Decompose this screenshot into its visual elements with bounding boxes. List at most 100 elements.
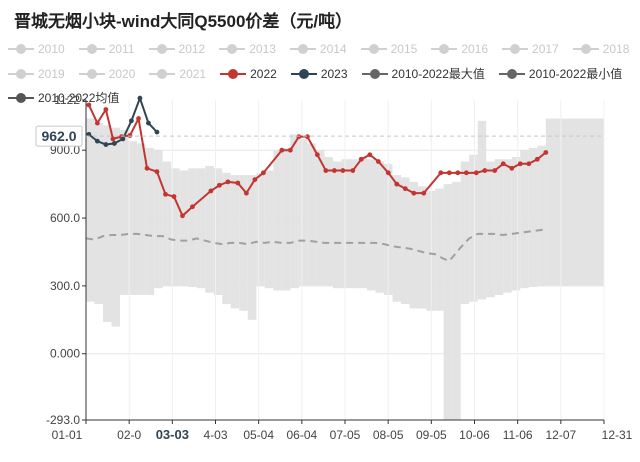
range-band-bar [528,147,538,288]
data-point-2022 [509,165,515,171]
data-point-2022 [86,102,92,108]
range-band-bar [341,159,350,289]
legend-label: 2017 [532,42,559,56]
x-tick-label: 01-01 [52,428,83,442]
legend-symbol-icon [219,43,246,55]
data-point-2022 [225,179,231,185]
legend-item-2023[interactable]: 2023 [290,65,348,82]
range-band-bar [358,156,367,289]
data-point-2023 [86,131,92,137]
legend-item-2020[interactable]: 2020 [78,65,135,82]
legend-item-2018[interactable]: 2018 [572,42,630,56]
range-band-bar [494,159,504,295]
range-band-bar [162,161,172,286]
legend-item-2014[interactable]: 2014 [289,42,347,56]
range-band-bar [418,186,427,309]
x-tick-label: 12-31 [602,428,633,442]
y-tick-label: -293.0 [46,413,80,427]
x-tick-label: 12-07 [545,428,576,442]
data-point-2022 [358,156,364,162]
tooltip-value: 962.0 [41,128,76,144]
range-band-bar [111,127,121,327]
legend-item-2015[interactable]: 2015 [360,42,418,56]
data-point-2022 [103,107,109,112]
legend-symbol-icon [361,68,388,80]
legend-symbol-icon [8,68,34,80]
data-point-2022 [279,147,285,153]
legend-symbol-icon [431,43,458,55]
data-point-2022 [473,170,479,176]
range-band-bar [503,159,512,293]
data-point-2022 [217,182,222,188]
data-point-2022 [190,204,195,210]
data-point-2022 [252,177,258,183]
legend-label: 2022 [250,66,277,81]
legend-symbol-icon [572,43,599,55]
range-band-bar [86,118,95,302]
range-band-bar [435,188,444,311]
range-band-bar [290,134,299,289]
legend-symbol-icon [502,43,529,55]
data-point-2022 [446,170,452,176]
range-band-bar [171,168,180,286]
range-band-bar [401,177,410,304]
data-point-2022 [144,165,150,171]
legend-item-2010-2022最大值[interactable]: 2010-2022最大值 [361,65,485,82]
chart-title: 晋城无烟小块-wind大同Q5500价差（元/吨） [14,12,353,31]
data-point-2022 [367,152,373,158]
legend-label: 2011 [108,42,135,56]
legend-item-2019[interactable]: 2019 [8,65,65,82]
legend-row: 2010 2011 2012 2013 2014 2015 2016 2017 2018 [8,42,629,56]
data-point-2022 [455,170,461,176]
range-band-bar [273,150,282,291]
data-point-2022 [421,190,427,196]
range-band-bar [315,150,325,286]
range-band-bar [281,147,291,291]
data-point-2022 [402,186,408,192]
range-band-bar [392,175,402,302]
range-band-bar [332,161,342,289]
legend-label: 2021 [179,66,207,81]
legend-item-2013[interactable]: 2013 [219,42,276,56]
legend-item-2022[interactable]: 2022 [220,65,277,82]
data-point-2022 [438,170,444,176]
range-band-bar [477,120,487,300]
legend-item-2010[interactable]: 2010 [8,42,65,56]
legend-item-2010-2022最小值[interactable]: 2010-2022最小值 [498,65,622,82]
data-point-2022 [171,194,177,199]
legend-label: 2018 [602,42,630,56]
legend-label: 2014 [319,42,347,56]
range-band-bar [511,156,521,291]
range-band-bar [520,150,529,289]
legend-label: 2015 [390,42,418,56]
range-band-bar [460,161,470,304]
legend-item-2010-2022均值[interactable]: 2010-2022均值 [8,89,119,106]
data-point-2023 [111,141,117,146]
legend-symbol-icon [220,68,247,80]
range-band-bar [443,184,453,420]
x-tick-label: 05-04 [243,428,274,442]
x-tick-label: 07-05 [330,428,361,442]
range-band-bar [196,168,206,289]
legend-item-2021[interactable]: 2021 [149,65,206,82]
range-band-bar [188,168,197,288]
x-tick-label: 02-0 [117,428,141,442]
data-point-2022 [208,188,214,194]
legend-item-2016[interactable]: 2016 [431,42,488,56]
data-point-2023 [94,138,100,144]
data-point-2022 [94,120,100,126]
series-line-mean [85,228,546,263]
data-point-2023 [103,142,109,147]
data-point-2022 [534,156,540,162]
range-band-bar [154,150,163,289]
range-band-bar [137,143,146,295]
data-point-2022 [136,116,141,121]
data-point-2022 [517,161,523,167]
legend-item-2017[interactable]: 2017 [502,42,559,56]
y-tick-label: 300.0 [50,279,80,293]
legend-item-2011[interactable]: 2011 [78,42,135,56]
legend-label: 2016 [461,42,489,56]
legend-symbol-icon [149,68,176,80]
range-band-bar [179,170,189,286]
legend-item-2012[interactable]: 2012 [148,42,205,56]
